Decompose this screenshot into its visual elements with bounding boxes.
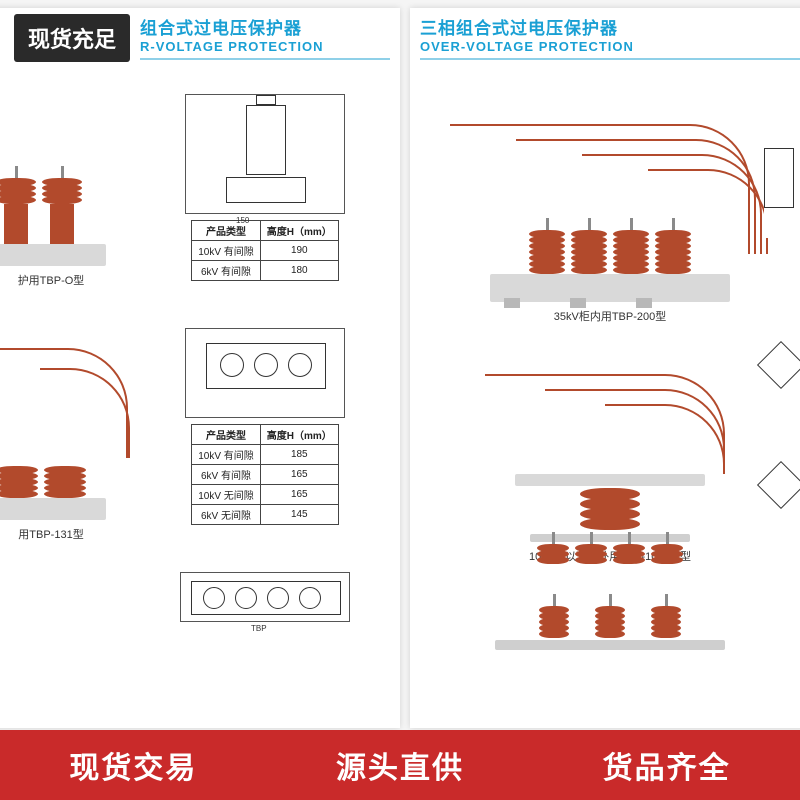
header-rule	[140, 58, 390, 60]
outline-diagram-131	[185, 328, 345, 418]
spec-row: 10kV 有间隙190	[192, 241, 339, 261]
catalog-page-mid: 三相组合式过电压保护器 OVER-VOLTAGE PROTECTION	[410, 8, 800, 728]
bottom-bar: 现货交易 源头直供 货品齐全	[0, 730, 800, 800]
outline-diagram-o: 150	[185, 94, 345, 214]
product-tbp-100w1	[495, 364, 725, 564]
top-badge: 现货充足	[14, 14, 130, 62]
bottom-bar-item: 现货交易	[69, 743, 197, 787]
product-caption: 35kV柜内用TBP-200型	[470, 308, 750, 324]
product-tbp-o	[0, 94, 130, 244]
header-en: OVER-VOLTAGE PROTECTION	[420, 39, 800, 54]
page-header: 三相组合式过电压保护器 OVER-VOLTAGE PROTECTION	[410, 8, 800, 64]
product-caption: 护用TBP-O型	[0, 272, 106, 288]
header-cn: 组合式过电压保护器	[140, 14, 390, 39]
spec-th: 产品类型	[192, 425, 261, 445]
bottom-bar-item: 源头直供	[336, 743, 464, 787]
product-bottom	[495, 594, 725, 638]
spec-th: 产品类型	[192, 221, 261, 241]
outline-diagram-100w1-a	[764, 348, 800, 418]
spec-row: 6kV 有间隙180	[192, 261, 339, 281]
header-cn: 三相组合式过电压保护器	[420, 14, 800, 39]
header-en: R-VOLTAGE PROTECTION	[140, 39, 390, 54]
spec-th: 高度H（mm）	[260, 425, 338, 445]
product-tbp-200	[470, 114, 750, 274]
spec-table-131: 产品类型 高度H（mm） 10kV 有间隙185 6kV 有间隙165 10kV…	[191, 424, 339, 525]
catalog-page-left: 组合式过电压保护器 R-VOLTAGE PROTECTION 护用TBP-O型	[0, 8, 400, 728]
outline-diagram-bottom: TBP	[180, 572, 350, 622]
outline-diagram-100w1-b	[764, 468, 800, 538]
product-baseplate	[490, 274, 730, 302]
outline-diagram-200	[764, 138, 800, 238]
spec-table-o: 产品类型 高度H（mm） 10kV 有间隙190 6kV 有间隙180	[191, 220, 339, 281]
spec-row: 6kV 有间隙165	[192, 465, 339, 485]
spec-th: 高度H（mm）	[260, 221, 338, 241]
product-tbp-131	[0, 328, 130, 498]
product-baseplate	[0, 244, 106, 266]
spec-row: 10kV 无间隙165	[192, 485, 339, 505]
header-rule	[420, 58, 800, 60]
spec-row: 6kV 无间隙145	[192, 505, 339, 525]
bottom-bar-item: 货品齐全	[603, 743, 731, 787]
spec-row: 10kV 有间隙185	[192, 445, 339, 465]
mount-rail	[495, 640, 725, 650]
product-baseplate	[0, 498, 106, 520]
product-caption: 用TBP-131型	[0, 526, 106, 542]
